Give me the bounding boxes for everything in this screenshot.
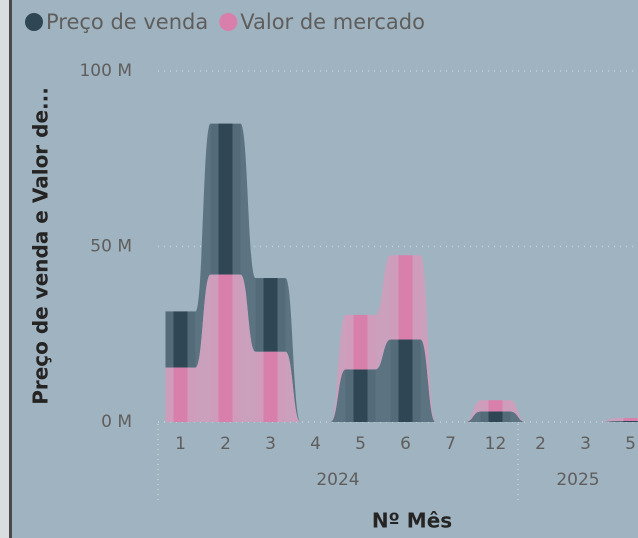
left-frame — [0, 0, 9, 538]
legend-label: Preço de venda — [46, 10, 208, 34]
bar — [173, 311, 188, 368]
x-group-label: 2025 — [556, 470, 599, 490]
x-tick-label: 12 — [485, 434, 507, 454]
ribbon — [330, 314, 346, 422]
x-tick-label: 7 — [445, 434, 456, 454]
x-tick-label: 3 — [265, 434, 276, 454]
ribbon — [195, 274, 211, 422]
ribbon — [240, 274, 256, 422]
x-tick-label: 2 — [535, 434, 546, 454]
bar — [218, 123, 233, 275]
legend: Preço de venda Valor de mercado — [25, 10, 425, 34]
bar — [398, 339, 413, 422]
bar — [623, 418, 638, 421]
x-tick-label: 5 — [625, 434, 636, 454]
y-tick-label: 0 M — [101, 412, 132, 432]
ribbon — [375, 339, 391, 422]
bar — [623, 420, 638, 422]
legend-marker — [25, 13, 43, 31]
x-tick-label: 2 — [220, 434, 231, 454]
bar — [398, 255, 413, 340]
ribbon — [420, 255, 436, 422]
ribbon — [375, 255, 391, 370]
left-border — [9, 0, 12, 538]
ribbon — [600, 418, 616, 422]
x-group-label: 2024 — [316, 470, 359, 490]
legend-marker — [219, 13, 238, 31]
ribbon — [285, 278, 301, 422]
ribbon — [285, 351, 301, 422]
x-tick-label: 4 — [310, 434, 321, 454]
y-tick-label: 50 M — [90, 237, 132, 257]
x-tick-label: 3 — [580, 434, 591, 454]
ribbon — [240, 123, 256, 352]
bar — [488, 400, 503, 412]
bar — [263, 351, 278, 422]
y-tick-label: 100 M — [79, 61, 132, 81]
bar — [488, 411, 503, 422]
x-tick-label: 6 — [400, 434, 411, 454]
x-axis-title: Nº Mês — [372, 509, 452, 533]
bar — [173, 367, 188, 422]
x-tick-label: 5 — [355, 434, 366, 454]
bar — [353, 314, 368, 370]
bar — [353, 369, 368, 422]
bar — [263, 278, 278, 352]
ribbon — [510, 400, 526, 422]
bar — [218, 274, 233, 422]
x-tick-label: 1 — [175, 434, 186, 454]
ribbon — [465, 400, 481, 422]
ribbon — [195, 123, 211, 368]
y-axis-title: Preço de venda e Valor de... — [29, 87, 53, 405]
legend-label: Valor de mercado — [240, 10, 425, 34]
